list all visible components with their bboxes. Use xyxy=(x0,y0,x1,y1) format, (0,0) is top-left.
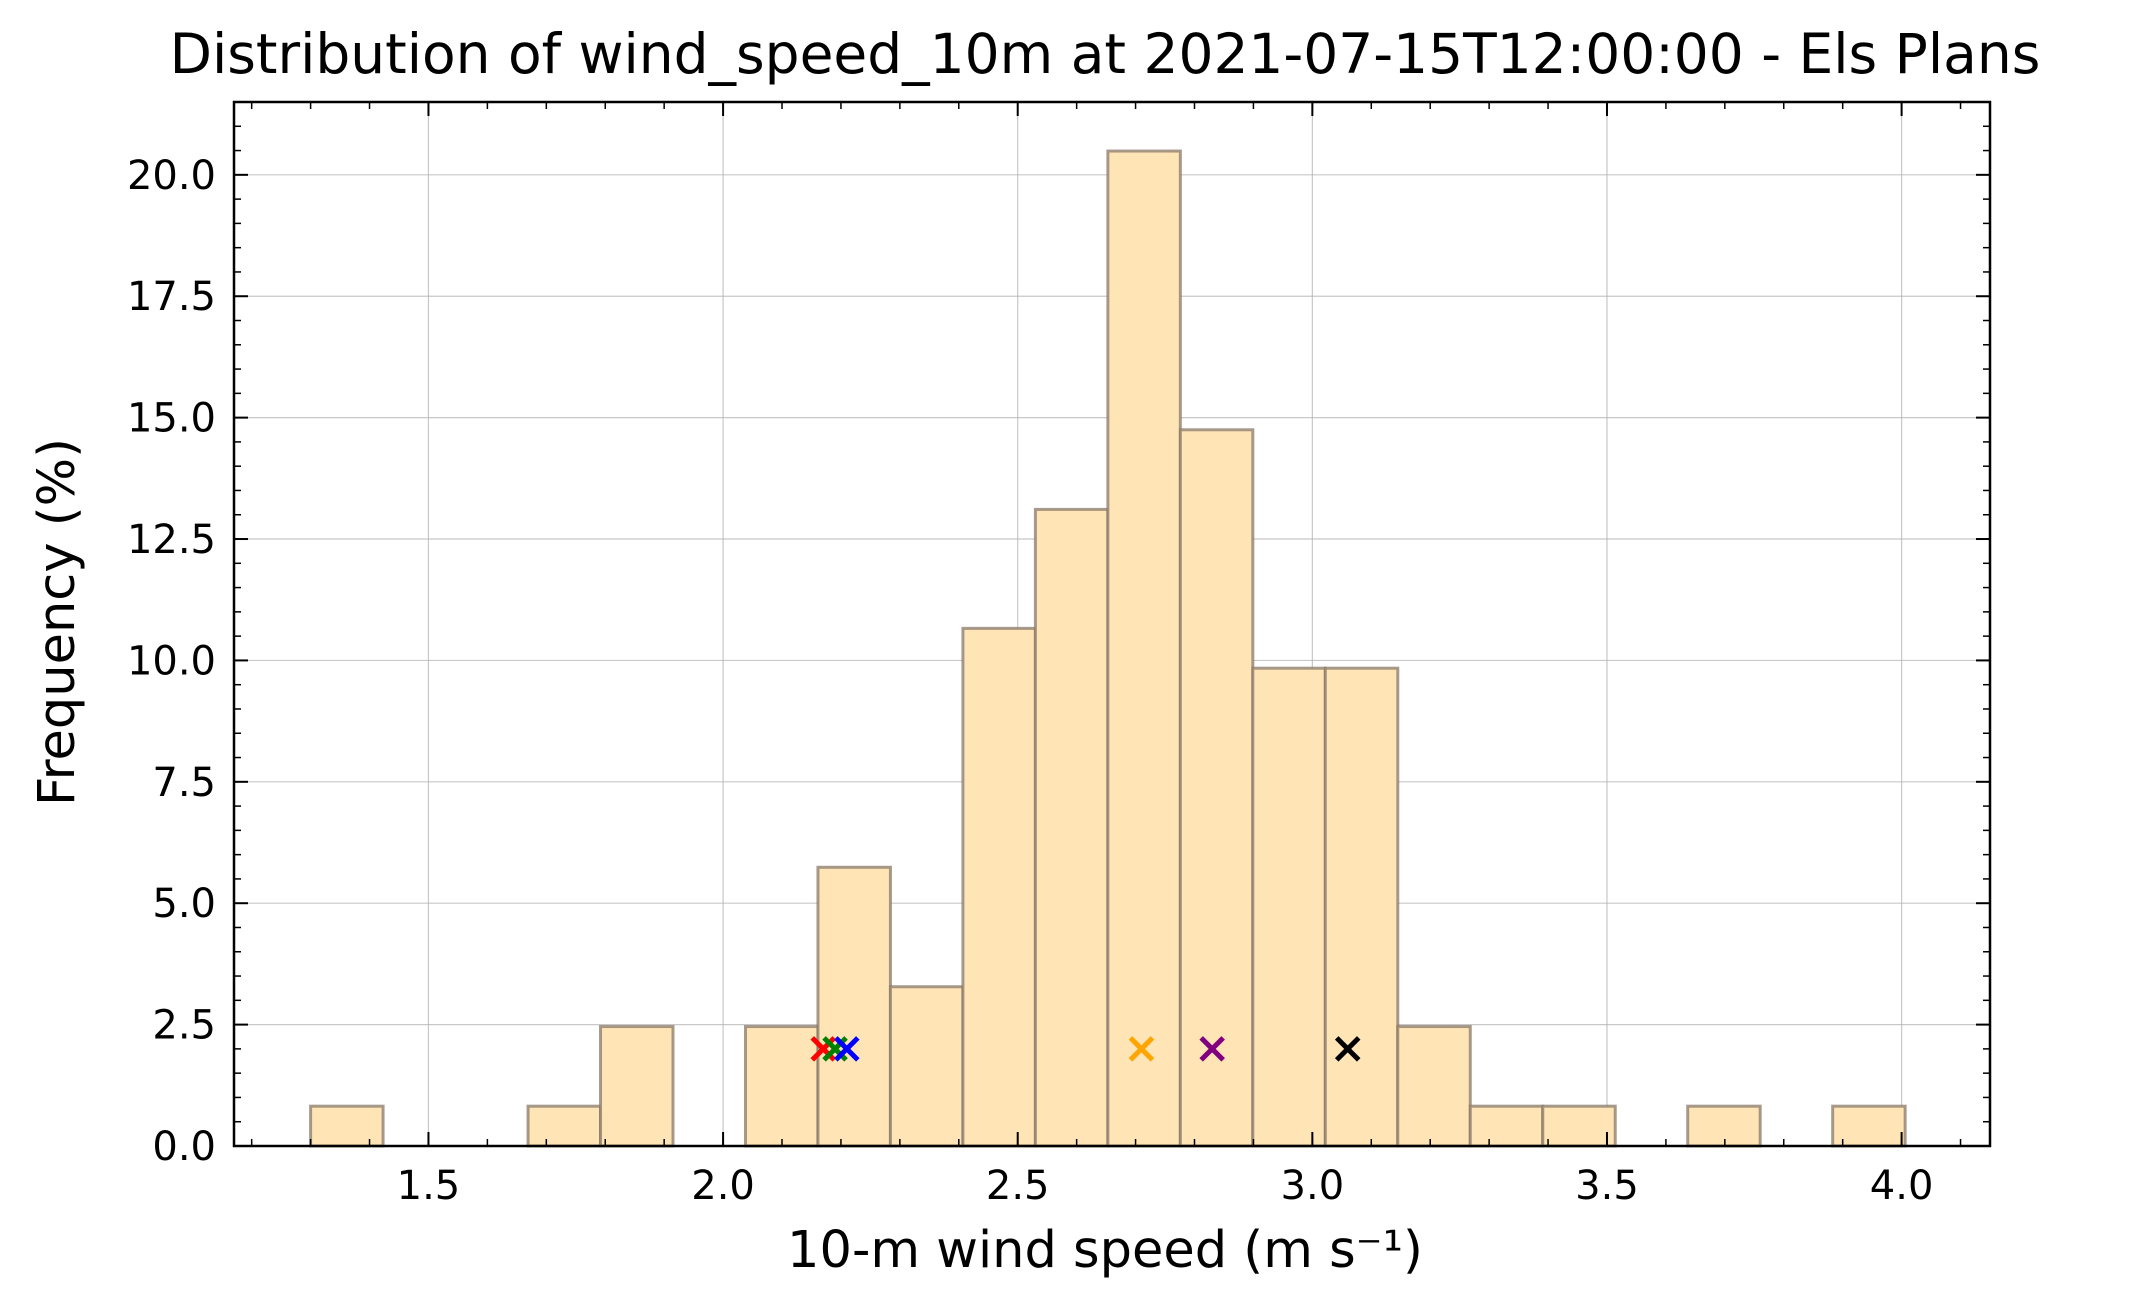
histogram-bars xyxy=(309,149,1907,1148)
histogram-bar xyxy=(1468,1104,1545,1148)
plot-frame xyxy=(232,100,1992,1148)
histogram-bar xyxy=(1396,1025,1472,1148)
y-tick-label: 12.5 xyxy=(127,517,216,563)
marker-stroke xyxy=(1128,1036,1155,1062)
x-axis-ticks: 1.5 2.0 2.5 3.0 3.5 4.0 xyxy=(250,102,1962,1209)
statistic-marker xyxy=(1128,1036,1155,1062)
histogram-bar xyxy=(1323,666,1400,1148)
marker-stroke xyxy=(1199,1036,1225,1062)
histogram-bar xyxy=(1033,507,1110,1148)
y-tick-label: 2.5 xyxy=(152,1003,216,1049)
histogram-bar xyxy=(526,1104,603,1148)
y-axis-title: Frequency (%) xyxy=(28,438,87,806)
statistic-markers xyxy=(810,1036,1361,1062)
statistic-marker xyxy=(834,1036,860,1062)
statistic-marker xyxy=(1199,1036,1225,1062)
histogram-bar xyxy=(743,1025,820,1148)
y-tick-label: 20.0 xyxy=(127,153,216,199)
y-tick-label: 10.0 xyxy=(127,638,216,684)
y-tick-label: 17.5 xyxy=(127,274,216,320)
histogram-bar xyxy=(1178,428,1255,1148)
histogram-bar xyxy=(1106,149,1182,1148)
x-tick-label: 4.0 xyxy=(1870,1163,1934,1209)
histogram-bar xyxy=(309,1104,385,1148)
marker-stroke xyxy=(1334,1036,1361,1062)
x-tick-label: 1.5 xyxy=(397,1163,461,1209)
chart-title: Distribution of wind_speed_10m at 2021-0… xyxy=(170,22,2041,86)
x-tick-label: 2.5 xyxy=(986,1163,1050,1209)
x-tick-label: 3.5 xyxy=(1575,1163,1639,1209)
histogram-bar xyxy=(816,865,892,1148)
histogram-bar xyxy=(599,1025,675,1148)
histogram-bar xyxy=(888,985,965,1148)
histogram-bar xyxy=(1251,666,1327,1148)
histogram-bar xyxy=(1686,1104,1762,1148)
marker-stroke xyxy=(834,1036,860,1062)
histogram-bar xyxy=(961,626,1037,1148)
y-tick-label: 5.0 xyxy=(152,881,216,927)
x-tick-label: 2.0 xyxy=(691,1163,755,1209)
y-tick-label: 15.0 xyxy=(127,396,216,442)
y-tick-label: 7.5 xyxy=(152,760,216,806)
histogram-bar xyxy=(1541,1104,1617,1148)
y-axis-ticks: 0.0 2.5 5.0 7.5 10.0 12.5 15.0 17.5 20.0 xyxy=(127,101,1990,1170)
statistic-marker xyxy=(1334,1036,1361,1062)
x-axis-title: 10-m wind speed (m s⁻¹) xyxy=(787,1221,1423,1280)
axes xyxy=(232,100,1992,1148)
histogram-bar xyxy=(1831,1104,1907,1148)
y-tick-label: 0.0 xyxy=(152,1124,216,1170)
x-tick-label: 3.0 xyxy=(1281,1163,1345,1209)
